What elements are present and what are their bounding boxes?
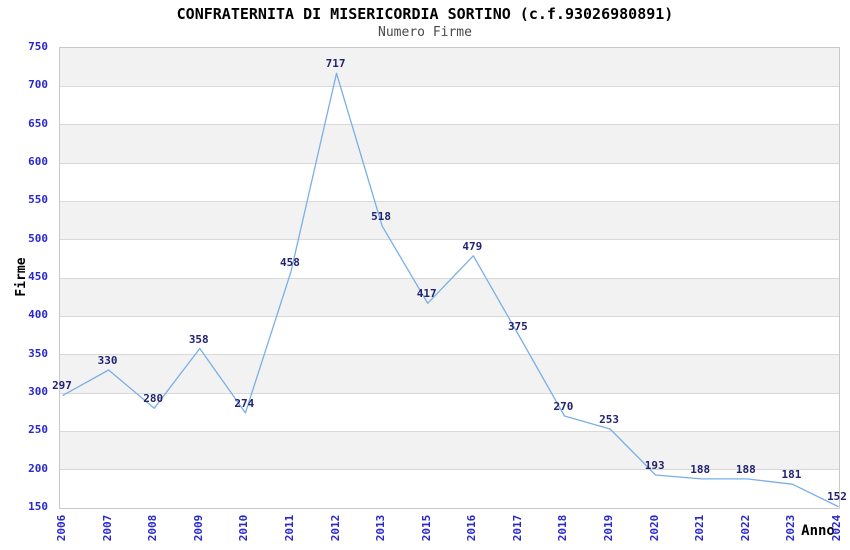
- data-point-label: 358: [188, 332, 209, 346]
- background-band: [60, 201, 839, 240]
- grid-line: [60, 354, 839, 356]
- x-tick-label: 2019: [602, 514, 616, 542]
- y-tick-label: 200: [28, 461, 48, 475]
- data-point-label: 297: [52, 379, 72, 393]
- data-point-label: 188: [735, 462, 756, 476]
- y-tick-label: 300: [28, 385, 48, 398]
- x-tick-label: 2020: [647, 514, 661, 542]
- x-tick-label: 2012: [328, 514, 342, 542]
- background-band: [60, 163, 839, 202]
- grid-line: [60, 239, 839, 241]
- y-tick-label: 450: [28, 270, 48, 283]
- data-point-label: 152: [827, 490, 847, 504]
- data-point-label: 274: [234, 396, 255, 410]
- x-tick-label: 2008: [146, 514, 160, 542]
- x-tick-label: 2016: [465, 514, 479, 542]
- data-point-label: 270: [553, 400, 574, 413]
- series-line: [62, 72, 839, 508]
- background-band: [60, 239, 839, 278]
- chart-title: CONFRATERNITA DI MISERICORDIA SORTINO (c…: [176, 5, 674, 23]
- data-point-label: 193: [644, 459, 665, 473]
- data-point-label: 375: [507, 319, 528, 333]
- y-tick-label: 150: [28, 500, 48, 513]
- data-point-label: 253: [599, 413, 619, 427]
- grid-line: [60, 162, 839, 164]
- x-tick-label: 2021: [693, 514, 707, 542]
- grid-line: [60, 392, 839, 394]
- y-tick-label: 250: [28, 423, 48, 437]
- background-band: [60, 469, 839, 508]
- x-axis-title: Anno: [801, 523, 835, 539]
- grid-line: [60, 315, 839, 317]
- grid-line: [60, 85, 839, 87]
- x-tick-label: 2007: [100, 514, 114, 542]
- grid-line: [60, 430, 839, 432]
- data-point-label: 717: [325, 57, 346, 71]
- data-point-label: 188: [690, 462, 711, 476]
- background-band: [60, 316, 839, 355]
- y-tick-label: 700: [28, 78, 48, 92]
- grid-line: [60, 124, 839, 126]
- grid-line: [60, 277, 839, 279]
- x-tick-label: 2023: [784, 514, 798, 542]
- background-band: [60, 124, 839, 163]
- plot-area: [59, 47, 840, 509]
- y-tick-label: 500: [28, 231, 48, 245]
- y-tick-label: 400: [28, 308, 48, 322]
- y-tick-label: 750: [28, 40, 48, 53]
- x-tick-label: 2017: [510, 514, 524, 542]
- data-point-label: 479: [462, 239, 483, 253]
- data-point-label: 280: [143, 392, 164, 406]
- grid-line: [60, 200, 839, 202]
- x-tick-label: 2015: [419, 514, 433, 542]
- y-tick-label: 650: [28, 116, 48, 130]
- background-band: [60, 393, 839, 432]
- data-point-label: 330: [97, 354, 118, 367]
- data-point-label: 417: [416, 287, 437, 301]
- x-tick-label: 2024: [830, 514, 843, 542]
- background-band: [60, 48, 839, 87]
- x-tick-label: 2010: [237, 514, 251, 542]
- background-band: [60, 278, 839, 317]
- x-tick-label: 2013: [374, 514, 388, 542]
- x-tick-label: 2022: [738, 514, 752, 542]
- x-tick-label: 2011: [282, 514, 296, 542]
- grid-line: [60, 469, 839, 471]
- data-point-label: 458: [280, 255, 300, 269]
- background-band: [60, 86, 839, 125]
- x-tick-label: 2018: [556, 514, 570, 542]
- series-svg: [62, 72, 839, 508]
- x-tick-label: 2009: [191, 514, 205, 542]
- y-tick-label: 350: [28, 346, 48, 360]
- background-band: [60, 431, 839, 470]
- y-tick-label: 600: [28, 155, 48, 168]
- data-point-label: 181: [781, 468, 802, 482]
- data-point-label: 518: [371, 209, 392, 223]
- x-tick-label: 2006: [55, 514, 68, 542]
- y-tick-label: 550: [28, 193, 48, 207]
- chart-subtitle: Numero Firme: [378, 25, 472, 40]
